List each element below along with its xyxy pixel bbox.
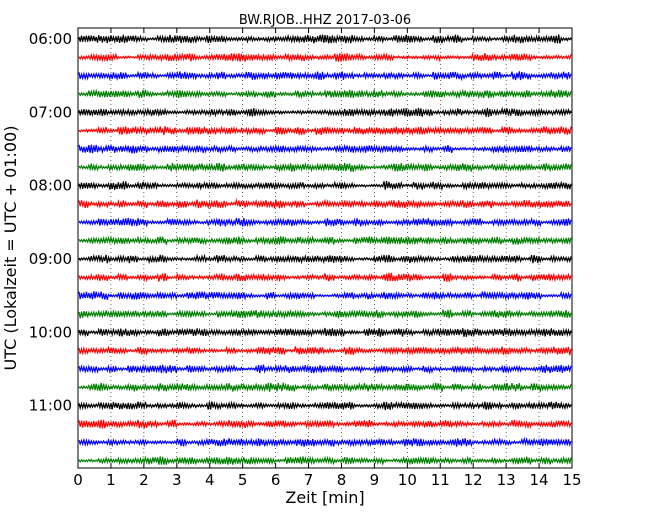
trace-line bbox=[78, 70, 572, 82]
y-tick-label: 08:00 bbox=[29, 177, 72, 195]
x-axis: 0 1 2 3 4 5 6 7 8 9 10 11 12 13 14 15 bbox=[73, 28, 582, 489]
trace-line bbox=[78, 106, 572, 118]
chart-title: BW.RJOB..HHZ 2017-03-06 bbox=[239, 13, 411, 28]
x-tick-label: 9 bbox=[370, 471, 380, 489]
plot-frame bbox=[77, 27, 573, 469]
trace-line bbox=[78, 345, 572, 356]
trace-line bbox=[78, 290, 572, 301]
traces-group bbox=[78, 33, 572, 467]
x-tick-label: 14 bbox=[530, 471, 549, 489]
trace-line bbox=[78, 327, 572, 338]
trace-line bbox=[78, 308, 572, 320]
y-axis-label: UTC (Lokalzeit = UTC + 01:00) bbox=[1, 126, 20, 371]
trace-line bbox=[78, 33, 572, 45]
y-tick-label: 09:00 bbox=[29, 250, 72, 268]
x-tick-label: 12 bbox=[464, 471, 483, 489]
x-tick-label: 6 bbox=[271, 471, 281, 489]
x-tick-label: 4 bbox=[205, 471, 215, 489]
trace-line bbox=[78, 436, 572, 448]
trace-line bbox=[78, 363, 572, 375]
x-tick-label: 8 bbox=[337, 471, 347, 489]
x-tick-label: 10 bbox=[398, 471, 417, 489]
grid-lines bbox=[110, 28, 540, 468]
x-tick-label: 0 bbox=[73, 471, 83, 489]
trace-line bbox=[78, 216, 572, 228]
x-axis-label: Zeit [min] bbox=[285, 488, 364, 507]
trace-line bbox=[78, 400, 572, 411]
trace-line bbox=[78, 419, 572, 430]
y-tick-label: 11:00 bbox=[29, 397, 72, 415]
x-tick-label: 5 bbox=[238, 471, 248, 489]
trace-line bbox=[78, 272, 572, 283]
trace-line bbox=[78, 198, 572, 210]
trace-line bbox=[78, 253, 572, 265]
x-tick-label: 2 bbox=[139, 471, 149, 489]
trace-line bbox=[78, 162, 572, 173]
trace-line bbox=[78, 180, 572, 192]
trace-line bbox=[78, 51, 572, 63]
y-tick-label: 07:00 bbox=[29, 103, 72, 121]
y-axis: 06:00 07:00 08:00 09:00 10:00 11:00 bbox=[29, 30, 572, 415]
trace-line bbox=[78, 235, 572, 246]
trace-line bbox=[78, 125, 572, 137]
trace-line bbox=[78, 88, 572, 100]
y-tick-label: 06:00 bbox=[29, 30, 72, 48]
x-tick-label: 3 bbox=[172, 471, 182, 489]
trace-line bbox=[78, 455, 572, 467]
x-tick-label: 1 bbox=[106, 471, 116, 489]
x-tick-label: 7 bbox=[304, 471, 314, 489]
trace-line bbox=[78, 381, 572, 393]
x-tick-label: 13 bbox=[497, 471, 516, 489]
x-tick-label: 15 bbox=[562, 471, 581, 489]
y-tick-label: 10:00 bbox=[29, 323, 72, 341]
trace-line bbox=[78, 143, 572, 155]
x-tick-label: 11 bbox=[431, 471, 450, 489]
